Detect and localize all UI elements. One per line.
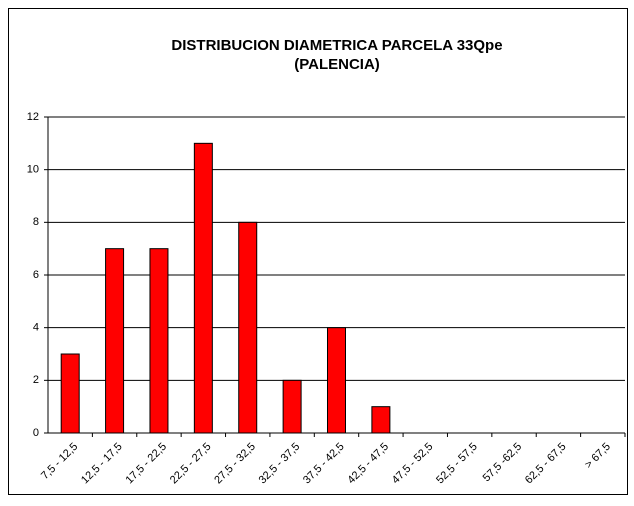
bar <box>105 248 125 434</box>
bar <box>149 248 169 434</box>
chart-title: DISTRIBUCION DIAMETRICA PARCELA 33Qpe <box>171 37 502 54</box>
y-tick-label: 12 <box>27 111 39 123</box>
bar <box>60 353 80 434</box>
y-tick-label: 10 <box>27 164 39 176</box>
y-tick-label: 4 <box>33 322 39 334</box>
y-tick-label: 6 <box>33 269 39 281</box>
bar <box>327 327 346 434</box>
y-tick-label: 8 <box>33 216 39 228</box>
y-tick-label: 0 <box>33 427 39 439</box>
bar <box>193 142 213 434</box>
bar <box>238 221 258 434</box>
y-tick-label: 2 <box>33 374 39 386</box>
chart-subtitle: (PALENCIA) <box>294 56 380 73</box>
bar <box>282 379 302 434</box>
chart-border <box>8 8 628 495</box>
bar <box>371 406 391 434</box>
